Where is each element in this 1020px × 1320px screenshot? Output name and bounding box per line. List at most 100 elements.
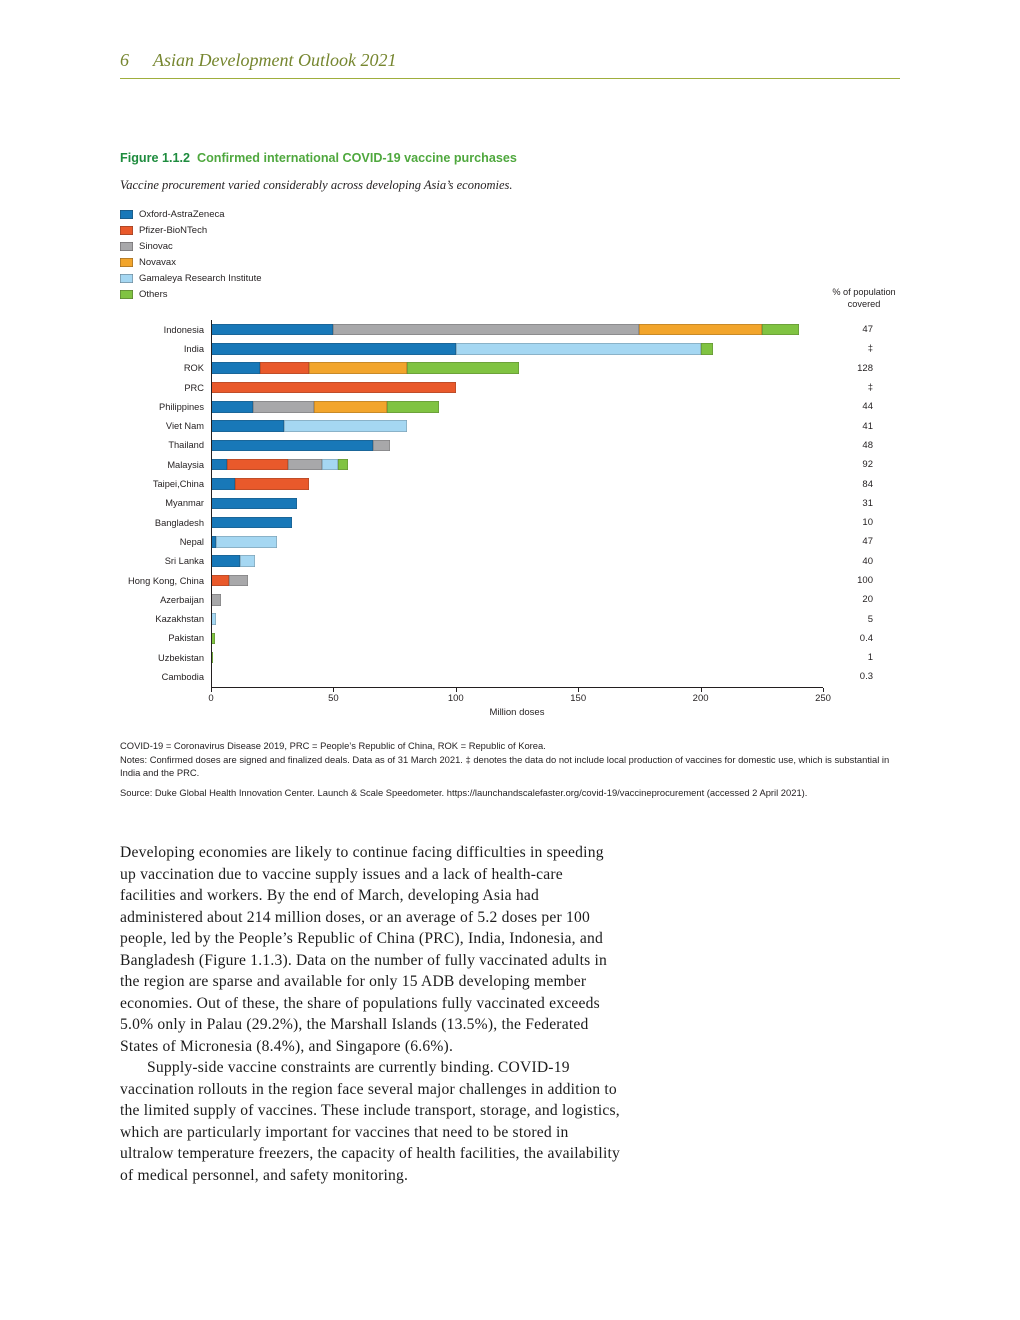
chart-bar-area — [211, 455, 823, 474]
data-note: Notes: Confirmed doses are signed and fi… — [120, 753, 890, 779]
stacked-bar — [211, 401, 439, 413]
stacked-bar — [211, 632, 216, 645]
abbreviations-note: COVID-19 = Coronavirus Disease 2019, PRC… — [120, 740, 546, 751]
bar-segment-sinovac — [252, 401, 314, 413]
chart-row-label: Taipei,China — [152, 479, 204, 490]
chart-row-label: Viet Nam — [165, 421, 204, 432]
legend-item-sinovac: Sinovac — [120, 238, 262, 254]
bar-segment-oxford-astrazeneca — [211, 458, 227, 471]
chart-row-label: Uzbekistan — [158, 652, 204, 663]
chart-row-label: Pakistan — [168, 633, 204, 644]
pct-column-header: % of population covered — [832, 287, 896, 309]
chart-row-label: Thailand — [168, 440, 204, 451]
bar-segment-pfizer-biontech — [211, 381, 456, 394]
bar-segment-pfizer-biontech — [259, 362, 309, 374]
chart-row-malaysia: Malaysia 92 — [109, 455, 899, 474]
x-axis-tick — [578, 687, 580, 692]
stacked-bar — [211, 555, 256, 567]
pct-covered-value: 47 — [862, 324, 873, 336]
chart-row-pakistan: Pakistan 0.4 — [109, 629, 899, 648]
bar-segment-others — [700, 343, 713, 355]
chart-bar-area — [211, 629, 823, 648]
pct-covered-value: 84 — [862, 478, 873, 490]
bar-segment-sinovac — [211, 594, 221, 606]
stacked-bar — [211, 613, 216, 625]
bar-segment-oxford-astrazeneca — [211, 401, 253, 413]
chart-row-thailand: Thailand 48 — [109, 436, 899, 455]
bar-segment-oxford-astrazeneca — [211, 478, 236, 490]
chart-bar-area — [211, 378, 823, 397]
figure-heading: Figure 1.1.2 Confirmed international COVI… — [120, 151, 517, 165]
chart-row-nepal: Nepal 47 — [109, 532, 899, 551]
x-axis-tick-label: 0 — [208, 692, 214, 704]
figure-notes: COVID-19 = Coronavirus Disease 2019, PRC… — [120, 739, 904, 799]
legend-label: Oxford-AstraZeneca — [139, 208, 225, 220]
chart-bar-area — [211, 339, 823, 358]
bar-segment-gamaleya-research-institute — [455, 343, 701, 355]
pct-covered-value: 5 — [867, 613, 873, 625]
chart-bar-area — [211, 397, 823, 416]
chart-row-taipei-china: Taipei,China 84 — [109, 474, 899, 493]
legend-item-pfizer-biontech: Pfizer-BioNTech — [120, 222, 262, 238]
figure-title: Confirmed international COVID-19 vaccine… — [197, 151, 517, 165]
legend-swatch-sinovac — [120, 241, 133, 251]
chart-row-label: Indonesia — [163, 324, 204, 335]
pct-covered-value: 44 — [862, 401, 873, 413]
stacked-bar — [211, 362, 520, 374]
chart-row-label: Kazakhstan — [155, 614, 204, 625]
pct-covered-value: ‡ — [867, 382, 873, 394]
chart-row-sri-lanka: Sri Lanka 40 — [109, 552, 899, 571]
chart-row-label: Myanmar — [165, 498, 204, 509]
bar-segment-others — [211, 632, 216, 645]
bar-segment-others — [387, 401, 439, 413]
pct-covered-value: 128 — [857, 362, 873, 374]
x-axis-tick — [211, 687, 212, 692]
bar-segment-oxford-astrazeneca — [211, 439, 373, 452]
bar-segment-pfizer-biontech — [235, 478, 309, 490]
bar-segment-gamaleya-research-institute — [240, 555, 256, 567]
bar-segment-sinovac — [287, 458, 323, 471]
chart-row-label: Philippines — [159, 401, 204, 412]
stacked-bar — [211, 497, 297, 510]
publication-title: Asian Development Outlook 2021 — [153, 50, 397, 70]
x-axis-tick-label: 200 — [692, 692, 709, 704]
stacked-bar — [211, 478, 309, 490]
bar-segment-gamaleya-research-institute — [322, 458, 338, 471]
legend-item-oxford-astrazeneca: Oxford-AstraZeneca — [120, 206, 262, 222]
legend-item-others: Others — [120, 286, 262, 302]
legend-label: Pfizer-BioNTech — [139, 224, 208, 236]
pct-covered-value: 92 — [862, 459, 873, 471]
pct-covered-value: 47 — [862, 536, 873, 548]
stacked-bar — [211, 439, 390, 452]
chart-row-viet-nam: Viet Nam 41 — [109, 416, 899, 435]
pct-covered-value: 0.3 — [859, 671, 873, 683]
figure-subtitle: Vaccine procurement varied considerably … — [120, 178, 513, 192]
stacked-bar — [211, 536, 278, 548]
x-axis-tick-label: 150 — [570, 692, 587, 704]
bar-segment-oxford-astrazeneca — [211, 362, 260, 374]
legend-label: Sinovac — [139, 240, 173, 252]
chart-row-philippines: Philippines 44 — [109, 397, 899, 416]
page-number: 6 — [120, 50, 129, 70]
source-note: Source: Duke Global Health Innovation Ce… — [120, 786, 808, 798]
stacked-bar — [211, 594, 221, 606]
chart-bar-area — [211, 436, 823, 455]
chart-row-label: ROK — [183, 363, 204, 374]
pct-covered-value: 10 — [862, 517, 873, 529]
bar-segment-novavax — [313, 401, 388, 413]
chart-row-azerbaijan: Azerbaijan 20 — [109, 590, 899, 609]
x-axis-tick-label: 100 — [447, 692, 464, 704]
stacked-bar — [211, 343, 713, 355]
legend-swatch-gamaleya-research-institute — [120, 273, 133, 283]
legend-label: Gamaleya Research Institute — [139, 272, 262, 284]
chart-row-label: Hong Kong, China — [128, 575, 204, 586]
bar-segment-gamaleya-research-institute — [215, 536, 278, 548]
y-axis-line — [211, 320, 212, 687]
chart-row-label: PRC — [184, 382, 204, 393]
running-header: 6 Asian Development Outlook 2021 — [120, 50, 396, 71]
x-axis-tick — [455, 687, 457, 692]
chart-bar-area — [211, 667, 823, 686]
bar-segment-oxford-astrazeneca — [211, 555, 241, 567]
bar-segment-others — [406, 362, 520, 374]
bar-segment-oxford-astrazeneca — [211, 323, 334, 336]
